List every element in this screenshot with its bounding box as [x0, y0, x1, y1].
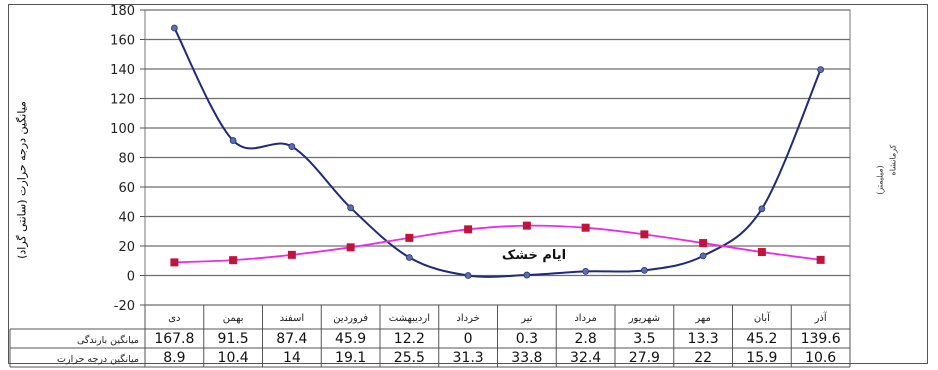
right-label-unit: (میلیمتر)	[875, 165, 885, 195]
x-category-label: اسفند	[280, 313, 304, 324]
table-cell: 27.9	[629, 350, 660, 366]
data-point	[817, 66, 825, 73]
table-cell: 167.8	[154, 331, 194, 347]
data-point	[405, 254, 413, 261]
y-tick-label: 100	[110, 122, 135, 137]
table-cell: 12.2	[394, 331, 425, 347]
y-tick-label: -20	[114, 299, 135, 314]
table-cell: 3.5	[633, 331, 655, 347]
data-point	[405, 233, 414, 242]
y-tick-label: 60	[118, 181, 135, 196]
data-point	[170, 258, 179, 267]
table-cell: 25.5	[394, 350, 425, 366]
y-tick-label: 20	[118, 240, 135, 255]
x-category-label: بهمن	[223, 313, 244, 324]
table-cell: 2.8	[574, 331, 596, 347]
data-point	[288, 143, 296, 150]
y-tick-label: 120	[110, 93, 135, 108]
data-point	[347, 204, 355, 212]
annotation-dry-period: ایام خشک	[502, 248, 566, 263]
y-tick-label: 140	[110, 63, 135, 78]
table-cell: 22	[694, 350, 712, 366]
data-point	[464, 272, 472, 279]
data-point	[170, 24, 178, 32]
y-tick-label: 0	[127, 270, 135, 285]
data-point	[816, 255, 825, 264]
y-tick-label: 40	[118, 211, 135, 226]
table-cell: 14	[283, 350, 301, 366]
data-point	[229, 256, 238, 265]
x-category-label: تیر	[520, 313, 533, 324]
series-line	[174, 224, 821, 264]
data-point	[582, 267, 590, 275]
table-cell: 8.9	[163, 350, 185, 366]
x-category-label: آبان	[754, 311, 771, 324]
y-tick-label: 80	[118, 152, 135, 167]
table-cell: 0	[464, 331, 473, 347]
table-row-label: میانگین درجه حرارت	[57, 353, 139, 365]
x-category-label: اردیبهشت	[389, 313, 430, 324]
x-category-label: آذر	[814, 311, 828, 324]
series-line	[173, 27, 822, 278]
x-category-label: دی	[168, 313, 180, 324]
y-axis-label: میانگین درجه حرارت (سانتی گراد)	[15, 101, 29, 259]
data-point	[640, 266, 648, 274]
table-row-label: میانگین بارندگی	[77, 334, 139, 346]
table-cell: 45.9	[335, 331, 366, 347]
table-cell: 13.3	[688, 331, 719, 347]
data-point	[522, 221, 531, 230]
data-point	[229, 137, 237, 144]
y-tick-label: 160	[110, 34, 135, 49]
data-point	[699, 239, 708, 248]
table-cell: 31.3	[453, 350, 484, 366]
x-category-label: مرداد	[574, 313, 597, 324]
table-cell: 32.4	[570, 350, 601, 366]
x-category-label: مهر	[694, 313, 710, 324]
data-point	[757, 248, 766, 257]
y-tick-label: 180	[110, 4, 135, 19]
data-point	[287, 250, 296, 259]
table-cell: 45.2	[746, 331, 777, 347]
data-point	[758, 205, 766, 213]
data-point	[346, 243, 355, 252]
table-cell: 87.4	[276, 331, 307, 347]
data-point	[581, 223, 590, 232]
chart-frame	[8, 4, 928, 364]
table-cell: 10.4	[218, 350, 249, 366]
table-cell: 15.9	[746, 350, 777, 366]
data-point	[464, 225, 473, 234]
table-cell: 139.6	[801, 331, 841, 347]
data-point	[699, 252, 707, 260]
x-category-label: خرداد	[456, 313, 479, 324]
data-point	[523, 271, 531, 279]
table-cell: 0.3	[516, 331, 538, 347]
x-category-label: فروردین	[333, 313, 368, 324]
x-category-label: شهریور	[628, 313, 660, 324]
table-cell: 91.5	[218, 331, 249, 347]
data-point	[640, 230, 649, 239]
table-cell: 33.8	[511, 350, 542, 366]
table-cell: 19.1	[335, 350, 366, 366]
right-label-city: کرمانشاه	[888, 144, 898, 176]
table-cell: 10.6	[805, 350, 836, 366]
